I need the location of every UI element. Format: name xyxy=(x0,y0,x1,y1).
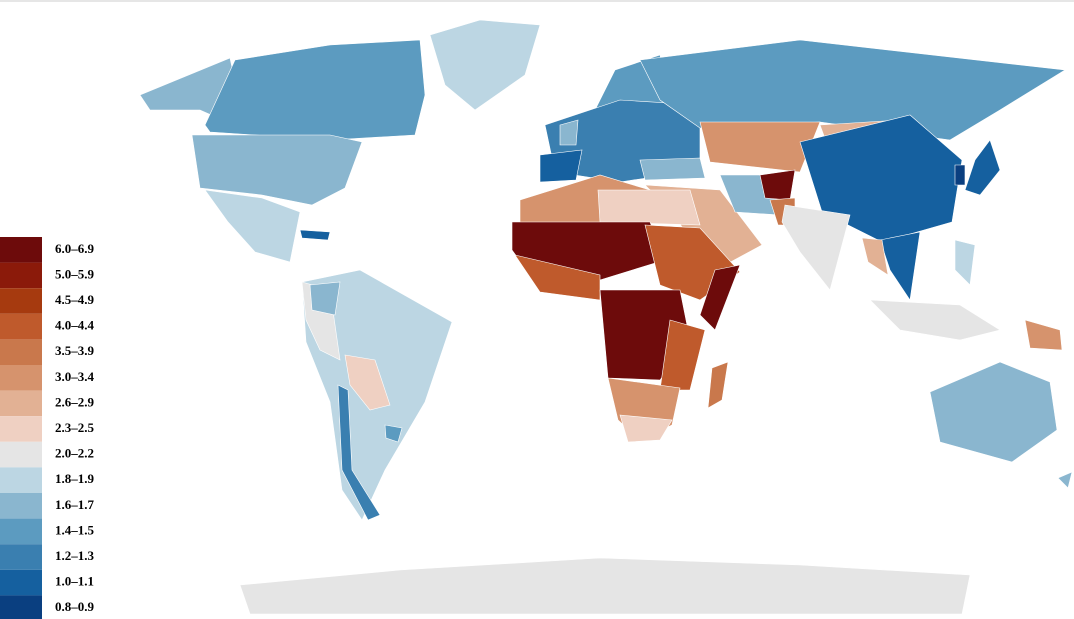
legend-swatch xyxy=(0,313,42,340)
legend-label: 0.8–0.9 xyxy=(55,599,95,614)
legend-swatch xyxy=(0,365,42,391)
legend-label: 1.6–1.7 xyxy=(55,497,95,512)
libya-egypt xyxy=(597,189,701,226)
indonesia xyxy=(869,299,1001,341)
new-zealand xyxy=(1057,471,1073,489)
australia xyxy=(929,361,1058,463)
legend-label: 2.0–2.2 xyxy=(55,446,94,461)
chile xyxy=(337,384,381,521)
southeast-asia xyxy=(879,231,921,301)
legend: 6.0–6.9 5.0–5.9 4.5–4.9 4.0–4.4 3.5–3.9 3.0–3… xyxy=(0,237,95,619)
legend-swatch xyxy=(0,262,42,289)
east-africa xyxy=(659,319,706,391)
legend-label: 1.2–1.3 xyxy=(55,548,95,563)
south-africa xyxy=(619,414,673,443)
canada xyxy=(204,39,426,141)
somalia xyxy=(699,264,741,331)
korea xyxy=(954,164,966,186)
legend-swatch xyxy=(0,493,42,519)
philippines xyxy=(954,239,976,286)
legend-swatch xyxy=(0,441,42,468)
iberia xyxy=(539,149,583,183)
legend-swatch xyxy=(0,288,42,314)
legend-label: 3.0–3.4 xyxy=(55,369,95,384)
legend-label: 2.6–2.9 xyxy=(55,394,95,409)
india xyxy=(781,204,851,291)
legend-label: 1.8–1.9 xyxy=(55,471,95,486)
antarctica xyxy=(239,557,971,615)
papua-new-guinea xyxy=(1024,319,1063,351)
russia xyxy=(639,39,1066,141)
colombia xyxy=(309,281,341,316)
madagascar xyxy=(707,361,729,409)
legend-swatch xyxy=(0,467,42,493)
legend-swatch xyxy=(0,416,42,442)
legend-label: 3.5–3.9 xyxy=(55,343,95,358)
legend-swatch xyxy=(0,237,42,263)
caribbean xyxy=(299,229,331,241)
legend-swatch xyxy=(0,569,42,596)
turkey xyxy=(639,157,706,181)
west-africa xyxy=(514,254,601,301)
japan xyxy=(964,139,1001,196)
legend-swatch xyxy=(0,595,42,619)
legend-swatch xyxy=(0,339,42,365)
legend-label: 1.0–1.1 xyxy=(55,574,94,589)
afghanistan xyxy=(759,169,796,201)
legend-label: 6.0–6.9 xyxy=(55,241,95,256)
legend-swatch xyxy=(0,390,42,417)
legend-label: 2.3–2.5 xyxy=(55,420,95,435)
legend-label: 4.5–4.9 xyxy=(55,292,95,307)
usa xyxy=(191,134,363,206)
legend-swatch xyxy=(0,544,42,570)
myanmar xyxy=(861,237,889,276)
uruguay xyxy=(384,424,403,443)
legend-label: 4.0–4.4 xyxy=(55,318,95,333)
central-asia xyxy=(699,121,821,173)
bolivia xyxy=(344,354,391,411)
world-map xyxy=(139,19,1073,615)
legend-label: 1.4–1.5 xyxy=(55,522,95,537)
uk xyxy=(559,119,579,146)
greenland xyxy=(429,19,541,111)
legend-swatch xyxy=(0,518,42,545)
legend-label: 5.0–5.9 xyxy=(55,266,95,281)
mexico xyxy=(204,189,301,263)
